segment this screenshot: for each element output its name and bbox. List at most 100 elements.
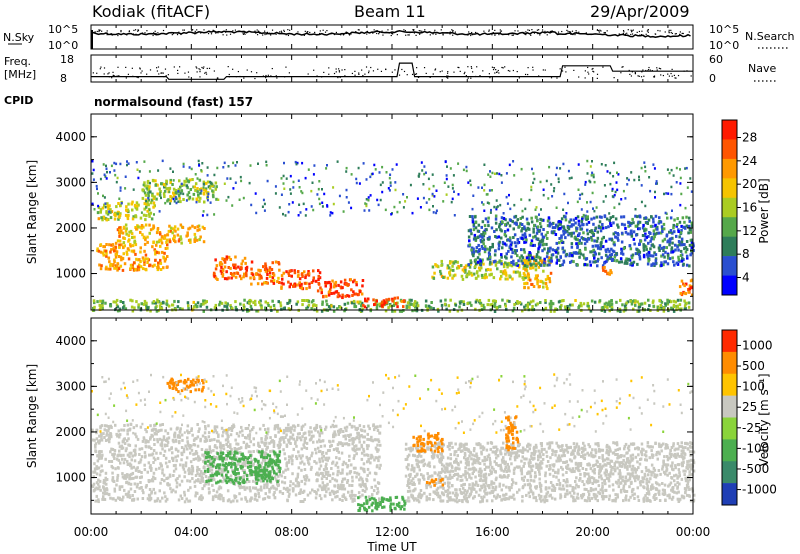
power-cell	[312, 208, 315, 212]
power-cell	[506, 202, 509, 205]
power-cell	[445, 174, 448, 177]
power-colorbar-tick-label: 8	[742, 247, 750, 261]
power-cell	[603, 305, 606, 309]
velocity-cell	[447, 496, 451, 500]
power-cell	[491, 189, 493, 192]
range-tick-label: 2000	[55, 221, 86, 235]
power-cell	[501, 240, 505, 244]
power-cell	[427, 177, 430, 181]
power-cell	[406, 196, 408, 199]
velocity-cell	[200, 498, 203, 502]
power-cell	[649, 247, 652, 251]
power-cell	[640, 166, 643, 170]
power-cell	[472, 250, 476, 254]
power-cell	[175, 201, 178, 205]
power-cell	[649, 254, 653, 258]
power-cell	[326, 164, 328, 167]
power-cell	[390, 213, 393, 216]
power-cell	[584, 180, 587, 184]
power-cell	[447, 304, 451, 308]
velocity-cell	[95, 437, 99, 441]
velocity-cell	[153, 477, 157, 481]
velocity-cell	[113, 489, 117, 493]
power-cell	[632, 299, 636, 303]
power-cell	[102, 253, 105, 257]
velocity-cell	[263, 497, 267, 501]
power-cell	[218, 303, 221, 307]
velocity-cell	[406, 467, 410, 471]
velocity-cell	[249, 499, 252, 503]
power-cell	[148, 170, 151, 173]
velocity-cell	[239, 484, 242, 488]
velocity-cell	[280, 474, 283, 478]
velocity-cell	[177, 498, 181, 502]
velocity-cell	[377, 459, 380, 463]
power-cell	[96, 300, 99, 304]
velocity-cell	[198, 474, 201, 478]
power-cell	[672, 223, 675, 227]
power-cell	[227, 276, 230, 280]
power-cell	[110, 210, 114, 214]
power-cell	[289, 188, 292, 191]
power-cell	[442, 276, 445, 279]
velocity-cell	[341, 471, 344, 475]
velocity-cell	[102, 478, 106, 482]
power-cell	[543, 263, 546, 267]
power-cell	[372, 298, 375, 302]
power-cell	[505, 273, 508, 277]
velocity-cell	[144, 444, 148, 448]
velocity-cell	[210, 438, 213, 442]
power-cell	[558, 241, 561, 245]
power-cell	[480, 304, 483, 308]
power-cell	[453, 214, 456, 217]
velocity-cell	[237, 462, 240, 466]
power-cell	[232, 263, 235, 267]
power-cell	[346, 294, 349, 298]
power-cell	[563, 192, 566, 196]
power-cell	[408, 298, 411, 302]
power-cell	[156, 298, 159, 302]
power-cell	[547, 259, 550, 263]
power-cell	[639, 215, 642, 219]
power-cell	[469, 183, 472, 187]
velocity-cell	[343, 477, 347, 481]
power-cell	[382, 299, 386, 303]
power-cell	[144, 253, 148, 257]
power-cell	[305, 281, 308, 285]
power-colorbar-swatch	[722, 120, 737, 140]
power-cell	[677, 248, 680, 252]
power-cell	[519, 222, 522, 226]
power-cell	[276, 280, 279, 284]
power-cell	[603, 265, 606, 269]
velocity-cell	[321, 481, 325, 485]
velocity-cell	[434, 446, 438, 450]
velocity-cell	[227, 498, 231, 502]
velocity-cell	[235, 432, 239, 436]
power-cell	[683, 284, 686, 288]
power-cell	[262, 198, 265, 202]
velocity-cell	[171, 459, 175, 462]
power-cell	[638, 257, 642, 261]
velocity-cell	[339, 428, 343, 431]
power-cell	[204, 189, 208, 193]
power-cell	[115, 264, 119, 268]
velocity-cell	[332, 492, 336, 496]
power-cell	[166, 255, 169, 258]
velocity-cell	[531, 464, 535, 468]
velocity-cell	[284, 429, 287, 433]
power-cell	[403, 300, 406, 304]
power-cell	[234, 305, 238, 309]
velocity-cell	[314, 447, 317, 451]
velocity-cell	[94, 499, 97, 503]
velocity-cell	[192, 457, 195, 461]
velocity-cell	[316, 479, 319, 483]
velocity-cell	[201, 487, 204, 491]
power-cell	[91, 172, 94, 175]
velocity-cell	[305, 455, 308, 459]
power-cell	[628, 258, 632, 262]
power-cell	[268, 268, 271, 272]
velocity-cell	[217, 439, 220, 443]
power-cell	[176, 305, 180, 309]
power-cell	[471, 218, 475, 221]
velocity-cell	[245, 480, 248, 484]
